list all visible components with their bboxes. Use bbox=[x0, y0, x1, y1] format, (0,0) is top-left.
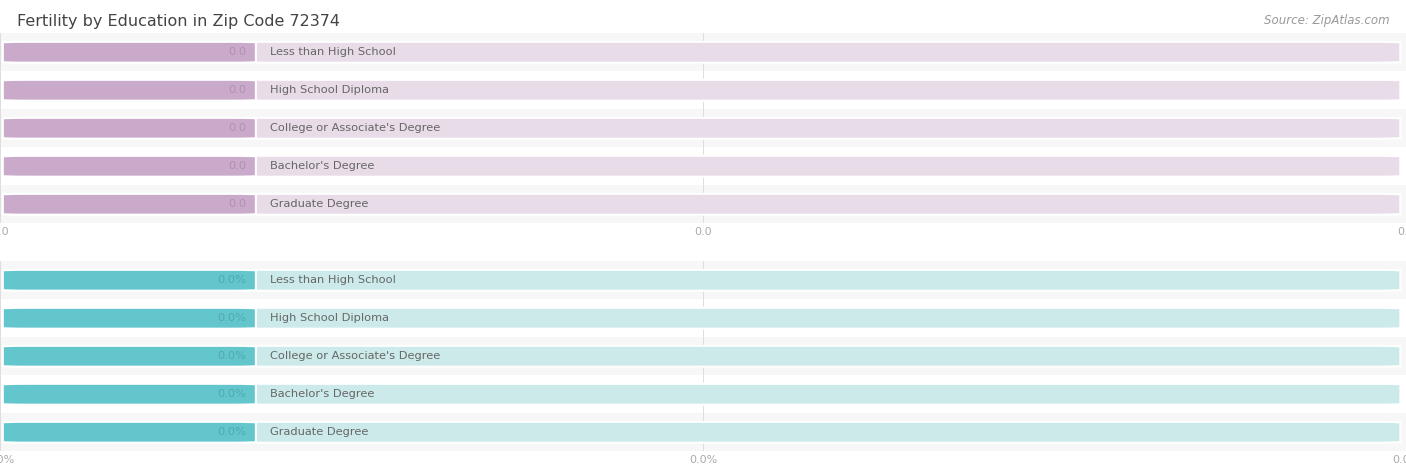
FancyBboxPatch shape bbox=[3, 422, 1400, 443]
Bar bbox=[0, 299, 1406, 337]
Text: Bachelor's Degree: Bachelor's Degree bbox=[270, 389, 374, 399]
FancyBboxPatch shape bbox=[3, 308, 256, 329]
Text: Source: ZipAtlas.com: Source: ZipAtlas.com bbox=[1264, 14, 1389, 27]
Bar bbox=[0, 375, 1406, 413]
Text: 0.0: 0.0 bbox=[228, 47, 246, 57]
FancyBboxPatch shape bbox=[3, 118, 256, 139]
Bar bbox=[0, 71, 1406, 109]
Text: Fertility by Education in Zip Code 72374: Fertility by Education in Zip Code 72374 bbox=[17, 14, 340, 29]
Bar bbox=[0, 337, 1406, 375]
Text: Less than High School: Less than High School bbox=[270, 47, 396, 57]
Text: High School Diploma: High School Diploma bbox=[270, 85, 389, 95]
Bar bbox=[0, 261, 1406, 299]
FancyBboxPatch shape bbox=[3, 42, 256, 63]
FancyBboxPatch shape bbox=[3, 346, 256, 367]
Bar bbox=[0, 147, 1406, 185]
Text: Less than High School: Less than High School bbox=[270, 275, 396, 285]
FancyBboxPatch shape bbox=[3, 308, 1400, 329]
Bar bbox=[0, 33, 1406, 71]
FancyBboxPatch shape bbox=[3, 270, 256, 291]
FancyBboxPatch shape bbox=[3, 346, 1400, 367]
Text: 0.0%: 0.0% bbox=[217, 275, 246, 285]
FancyBboxPatch shape bbox=[3, 118, 1400, 139]
FancyBboxPatch shape bbox=[3, 384, 256, 405]
Text: 0.0%: 0.0% bbox=[217, 427, 246, 437]
FancyBboxPatch shape bbox=[3, 156, 1400, 177]
Text: Graduate Degree: Graduate Degree bbox=[270, 427, 368, 437]
FancyBboxPatch shape bbox=[3, 384, 1400, 405]
Text: 0.0%: 0.0% bbox=[217, 351, 246, 361]
FancyBboxPatch shape bbox=[3, 80, 256, 101]
Text: Graduate Degree: Graduate Degree bbox=[270, 199, 368, 209]
Bar bbox=[0, 109, 1406, 147]
Text: Bachelor's Degree: Bachelor's Degree bbox=[270, 161, 374, 171]
FancyBboxPatch shape bbox=[3, 194, 1400, 215]
Text: High School Diploma: High School Diploma bbox=[270, 313, 389, 323]
FancyBboxPatch shape bbox=[3, 194, 256, 215]
Bar bbox=[0, 185, 1406, 223]
Text: College or Associate's Degree: College or Associate's Degree bbox=[270, 123, 440, 133]
FancyBboxPatch shape bbox=[3, 422, 256, 443]
Text: 0.0%: 0.0% bbox=[217, 313, 246, 323]
FancyBboxPatch shape bbox=[3, 80, 1400, 101]
Text: 0.0%: 0.0% bbox=[217, 389, 246, 399]
Text: 0.0: 0.0 bbox=[228, 123, 246, 133]
FancyBboxPatch shape bbox=[3, 42, 1400, 63]
Text: 0.0: 0.0 bbox=[228, 161, 246, 171]
Text: 0.0: 0.0 bbox=[228, 85, 246, 95]
FancyBboxPatch shape bbox=[3, 156, 256, 177]
Bar bbox=[0, 413, 1406, 451]
Text: 0.0: 0.0 bbox=[228, 199, 246, 209]
FancyBboxPatch shape bbox=[3, 270, 1400, 291]
Text: College or Associate's Degree: College or Associate's Degree bbox=[270, 351, 440, 361]
